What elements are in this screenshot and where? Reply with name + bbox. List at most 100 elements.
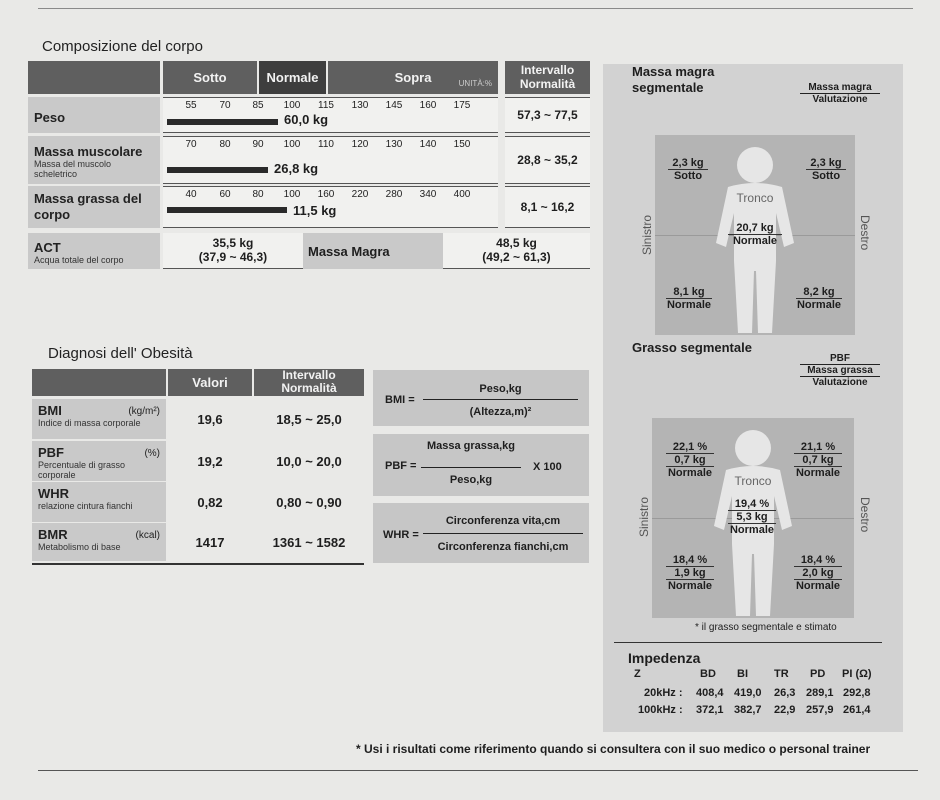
obesity-row-label: PBF (%) Percentuale di grasso corporale — [32, 441, 166, 481]
header-sopra: Sopra UNITÀ:% — [328, 61, 498, 94]
obesity-row-label: WHR relazione cintura fianchi — [32, 482, 166, 522]
scale-tick-label: 80 — [219, 139, 231, 150]
weight-range: 57,3 ~ 77,5 — [505, 97, 590, 133]
composition-header-blank — [28, 61, 160, 94]
scale-tick-label: 80 — [252, 189, 264, 200]
scale-tick-label: 100 — [283, 139, 301, 150]
scale-tick-label: 140 — [419, 139, 437, 150]
fat-trunk-label: Tronco — [734, 474, 772, 488]
lean-trunk: 20,7 kg Normale — [728, 222, 782, 247]
fat-trunk: 19,4 % 5,3 kg Normale — [728, 498, 776, 536]
scale-tick-label: 130 — [385, 139, 403, 150]
obesity-row-label: BMR (kcal) Metabolismo di base — [32, 523, 166, 561]
scale-tick-label: 90 — [252, 139, 264, 150]
lean-right-side: Destro — [858, 215, 872, 251]
obesity-value: 19,6 — [197, 411, 223, 427]
obesity-bottom-line — [32, 563, 364, 565]
lean-left-arm: 2,3 kg Sotto — [668, 157, 708, 182]
lean-trunk-label: Tronco — [736, 191, 774, 205]
scale-tick-label: 120 — [351, 139, 369, 150]
obesity-header-blank — [32, 369, 166, 396]
fat-bar — [167, 207, 287, 213]
scale-tick-label: 115 — [318, 100, 334, 111]
obesity-range: 1361 ~ 1582 — [272, 534, 346, 550]
lean-right-arm: 2,3 kg Sotto — [806, 157, 846, 182]
obesity-value: 0,82 — [197, 494, 223, 510]
scale-tick-label: 40 — [185, 189, 197, 200]
row-muscle-scale: 70 80 90 100 110 120 130 140 150 26,8 kg — [163, 136, 498, 184]
act-label: ACT Acqua totale del corpo — [28, 233, 160, 269]
fat-range: 8,1 ~ 16,2 — [505, 186, 590, 228]
row-muscle-label: Massa muscolare Massa del muscolo schele… — [28, 136, 160, 184]
bmi-formula: BMI = Peso,kg (Altezza,m)² — [373, 370, 589, 426]
fat-figure-box: Tronco — [652, 418, 854, 618]
scale-tick-label: 160 — [317, 189, 335, 200]
bottom-divider — [38, 770, 918, 771]
row-fat-label: Massa grassa del corpo — [28, 186, 160, 228]
scale-tick-label: 150 — [453, 139, 471, 150]
row-weight-label: Peso — [28, 97, 160, 133]
impedance-row-100khz: 100kHz : 372,1 382,7 22,9 257,9 261,4 — [638, 704, 871, 716]
scale-tick-label: 280 — [385, 189, 403, 200]
header-sotto: Sotto — [163, 61, 257, 94]
lean-mass-value-cell: 48,5 kg (49,2 ~ 61,3) — [443, 233, 590, 269]
scale-tick-label: 220 — [351, 189, 369, 200]
obesity-range: 0,80 ~ 0,90 — [276, 494, 342, 510]
act-value-cell: 35,5 kg (37,9 ~ 46,3) — [163, 233, 303, 269]
obesity-row-label: BMI (kg/m²) Indice di massa corporale — [32, 399, 166, 439]
fat-right-arm: 21,1 % 0,7 kg Normale — [794, 441, 842, 479]
fat-legend: PBF Massa grassa Valutazione — [800, 353, 880, 388]
obesity-range: 18,5 ~ 25,0 — [276, 411, 342, 427]
unit-label: UNITÀ:% — [458, 79, 492, 88]
lean-figure-box: Tronco — [655, 135, 855, 335]
scale-tick-label: 160 — [419, 100, 437, 111]
muscle-range: 28,8 ~ 35,2 — [505, 136, 590, 184]
muscle-value: 26,8 kg — [274, 161, 319, 176]
lean-segmental-title: Massa magra segmentale — [632, 64, 715, 95]
scale-tick-label: 110 — [318, 139, 334, 150]
body-silhouette-icon — [716, 147, 794, 333]
impedance-header: Z BD BI TR PD PI (Ω) — [634, 668, 872, 680]
impedance-title: Impedenza — [628, 650, 701, 666]
header-range: Intervallo Normalità — [505, 61, 590, 94]
segmental-note: * il grasso segmentale e stimato — [695, 622, 837, 633]
row-weight-scale: 55 70 85 100 115 130 145 160 175 60,0 kg — [163, 97, 498, 133]
scale-tick-label: 340 — [419, 189, 437, 200]
fat-left-arm: 22,1 % 0,7 kg Normale — [666, 441, 714, 479]
composition-title: Composizione del corpo — [42, 38, 203, 55]
lean-left-leg: 8,1 kg Normale — [666, 286, 712, 311]
header-valori: Valori — [168, 369, 252, 396]
fat-left-side: Sinistro — [637, 497, 651, 538]
scale-tick-label: 145 — [385, 100, 403, 111]
fat-right-leg: 18,4 % 2,0 kg Normale — [794, 554, 842, 592]
scale-tick-label: 85 — [252, 100, 264, 111]
top-divider — [38, 8, 913, 9]
weight-value: 60,0 kg — [284, 112, 329, 127]
muscle-bar — [167, 167, 268, 173]
lean-mass-label: Massa Magra — [303, 233, 443, 269]
scale-tick-label: 100 — [283, 189, 301, 200]
weight-bar — [167, 119, 278, 125]
scale-tick-label: 60 — [219, 189, 231, 200]
fat-value: 11,5 kg — [293, 203, 337, 218]
body-silhouette-icon — [714, 430, 792, 616]
obesity-range: 10,0 ~ 20,0 — [276, 453, 342, 469]
scale-tick-label: 70 — [185, 139, 197, 150]
header-normale: Normale — [259, 61, 326, 94]
row-fat-scale: 40 60 80 100 160 220 280 340 400 11,5 kg — [163, 186, 498, 228]
pbf-formula: PBF = Massa grassa,kg Peso,kg X 100 — [373, 434, 589, 496]
obesity-header-range: Intervallo Normalità — [254, 369, 364, 396]
fat-segmental-title: Grasso segmentale — [632, 340, 752, 355]
scale-tick-label: 175 — [453, 100, 471, 111]
scale-tick-label: 400 — [453, 189, 471, 200]
lean-right-leg: 8,2 kg Normale — [796, 286, 842, 311]
impedance-divider — [614, 642, 882, 643]
fat-right-side: Destro — [858, 497, 872, 533]
fat-left-leg: 18,4 % 1,9 kg Normale — [666, 554, 714, 592]
scale-tick-label: 100 — [283, 100, 301, 111]
scale-tick-label: 55 — [185, 100, 197, 111]
obesity-title: Diagnosi dell' Obesità — [48, 345, 193, 362]
impedance-row-20khz: 20kHz : 408,4 419,0 26,3 289,1 292,8 — [644, 687, 871, 699]
obesity-value: 19,2 — [197, 453, 223, 469]
whr-formula: WHR = Circonferenza vita,cm Circonferenz… — [373, 503, 589, 563]
